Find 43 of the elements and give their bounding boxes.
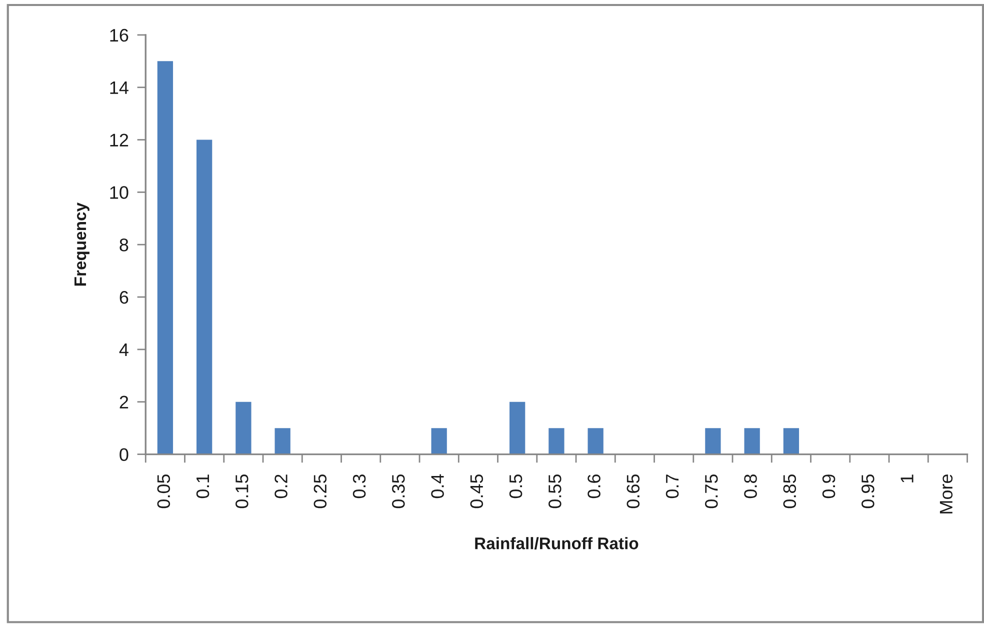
bar — [744, 428, 760, 454]
x-tick-label: 0.95 — [862, 474, 874, 508]
bar — [274, 428, 290, 454]
y-axis-title: Frequency — [74, 202, 90, 286]
bar — [157, 61, 174, 454]
x-tick-label: 0.15 — [236, 474, 248, 508]
x-tick-label: 1 — [900, 474, 914, 482]
x-tick-label: 0.1 — [196, 474, 210, 498]
bar — [510, 402, 526, 454]
bar — [588, 428, 604, 454]
x-tick-label: 0.7 — [666, 474, 679, 498]
y-tick-label: 0 — [120, 448, 128, 461]
x-tick-label: 0.65 — [626, 474, 640, 508]
x-tick-label: 0.4 — [431, 474, 444, 498]
x-tick-label: 0.9 — [822, 474, 836, 498]
y-tick-label: 8 — [120, 238, 128, 252]
x-tick-label: 0.05 — [157, 474, 170, 508]
x-tick-label: 0.85 — [783, 474, 796, 508]
bar — [236, 402, 252, 454]
x-tick-label: 0.8 — [744, 474, 757, 498]
x-tick-label: 0.5 — [509, 474, 522, 498]
bar — [548, 428, 564, 454]
y-tick-label: 14 — [110, 81, 128, 94]
bar — [431, 428, 447, 454]
x-tick-label: 0.25 — [314, 474, 327, 508]
x-axis-title: Rainfall/Runoff Ratio — [475, 537, 638, 550]
y-tick-label: 2 — [120, 396, 128, 408]
x-tick-label: 0.55 — [548, 474, 562, 508]
y-tick-label: 4 — [119, 344, 128, 356]
x-tick-label: 0.6 — [588, 474, 600, 498]
bar — [196, 140, 212, 454]
y-tick-label: 6 — [120, 290, 128, 304]
x-tick-label: 0.45 — [470, 474, 484, 508]
x-tick-label: 0.35 — [392, 474, 405, 508]
x-tick-label: More — [940, 474, 953, 514]
y-tick-label: 16 — [110, 28, 128, 42]
x-tick-label: 0.75 — [705, 474, 718, 508]
y-tick-label: 10 — [110, 186, 128, 199]
x-tick-label: 0.3 — [352, 474, 366, 498]
bar — [783, 428, 800, 454]
bar — [705, 428, 721, 454]
y-tick-label: 12 — [110, 134, 128, 146]
x-tick-label: 0.2 — [274, 474, 288, 498]
